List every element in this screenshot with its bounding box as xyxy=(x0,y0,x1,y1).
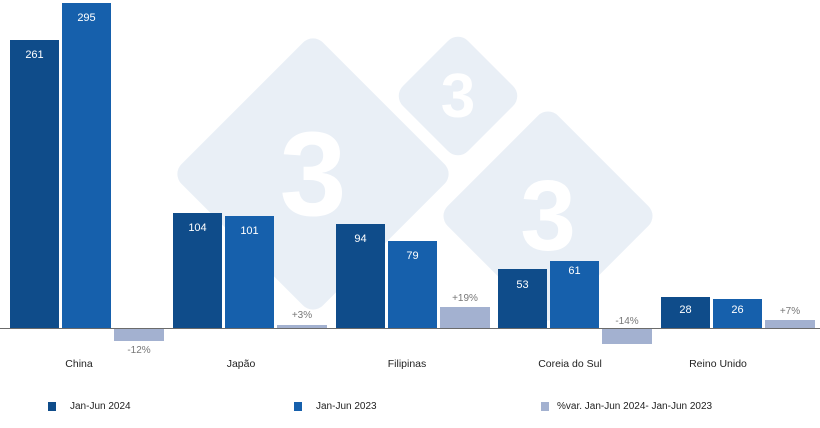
legend-label: Jan-Jun 2024 xyxy=(70,401,131,412)
bar-coreia-2024: 53 xyxy=(498,269,547,328)
category-label-reino: Reino Unido xyxy=(689,358,747,370)
x-axis-baseline xyxy=(0,328,820,329)
legend-item-var: %var. Jan-Jun 2024- Jan-Jun 2023 xyxy=(541,401,712,412)
legend-item-2024: Jan-Jun 2024 xyxy=(48,401,131,412)
bar-reino-2023: 26 xyxy=(713,299,762,328)
value-label: 79 xyxy=(406,250,419,262)
bar-reino-2024: 28 xyxy=(661,297,710,328)
bar-china-var xyxy=(114,329,164,341)
bar-china-2023: 295 xyxy=(62,3,111,328)
value-label: 26 xyxy=(731,304,744,316)
bar-reino-var xyxy=(765,320,815,328)
bar-china-2024: 261 xyxy=(10,40,59,328)
legend-swatch-icon xyxy=(48,402,56,411)
bar-coreia-var xyxy=(602,329,652,344)
value-label: 295 xyxy=(77,12,96,24)
legend-label: Jan-Jun 2023 xyxy=(316,401,377,412)
category-label-china: China xyxy=(65,358,93,370)
pct-label: -12% xyxy=(127,345,151,356)
bar-japao-var xyxy=(277,325,327,328)
pct-label: +7% xyxy=(779,306,801,317)
legend-swatch-icon xyxy=(541,402,549,411)
value-label: 101 xyxy=(240,225,259,237)
legend-label: %var. Jan-Jun 2024- Jan-Jun 2023 xyxy=(557,401,713,412)
value-label: 104 xyxy=(188,222,207,234)
pct-label: -14% xyxy=(615,316,639,327)
legend-item-2023: Jan-Jun 2023 xyxy=(294,401,377,412)
category-label-filipinas: Filipinas xyxy=(387,358,427,370)
pct-label: +19% xyxy=(452,293,478,304)
bar-coreia-2023: 61 xyxy=(550,261,599,328)
category-label-japao: Japão xyxy=(226,358,256,370)
value-label: 94 xyxy=(354,233,367,245)
value-label: 261 xyxy=(25,49,44,61)
pct-label: +3% xyxy=(291,310,313,321)
bar-filipinas-2023: 79 xyxy=(388,241,437,328)
value-label: 28 xyxy=(679,304,692,316)
bar-filipinas-2024: 94 xyxy=(336,224,385,328)
legend-swatch-icon xyxy=(294,402,302,411)
watermark-digit: 3 xyxy=(520,159,576,272)
value-label: 61 xyxy=(568,265,581,277)
watermark-digit: 3 xyxy=(440,61,476,131)
bar-japao-2023: 101 xyxy=(225,216,274,328)
bar-japao-2024: 104 xyxy=(173,213,222,328)
value-label: 53 xyxy=(516,279,529,291)
bar-filipinas-var xyxy=(440,307,490,328)
category-label-coreia: Coreia do Sul xyxy=(538,358,602,370)
